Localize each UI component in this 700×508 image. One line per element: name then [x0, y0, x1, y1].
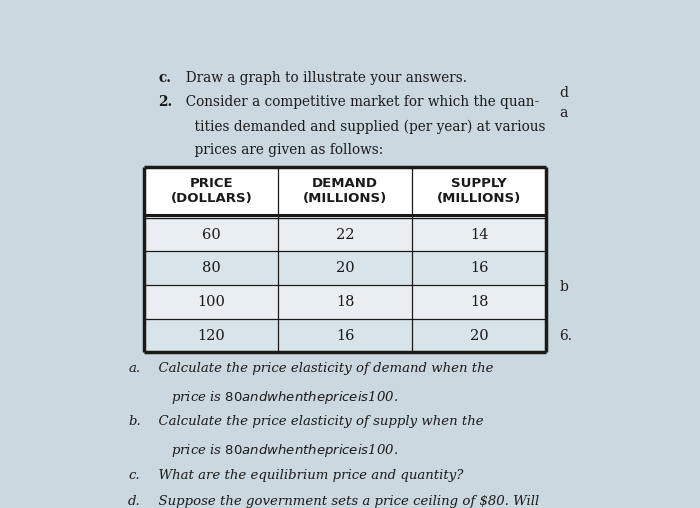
- Text: price is $80 and when the price is $100.: price is $80 and when the price is $100.: [150, 389, 398, 406]
- Text: 22: 22: [336, 228, 354, 242]
- Text: d.: d.: [128, 495, 141, 508]
- Text: 80: 80: [202, 261, 220, 275]
- Text: Draw a graph to illustrate your answers.: Draw a graph to illustrate your answers.: [177, 71, 467, 85]
- Bar: [144, 285, 546, 319]
- Text: Calculate the price elasticity of supply when the: Calculate the price elasticity of supply…: [150, 416, 484, 428]
- Bar: [144, 218, 546, 251]
- Text: 14: 14: [470, 228, 488, 242]
- Text: c.: c.: [158, 71, 171, 85]
- Text: b.: b.: [128, 416, 141, 428]
- Text: a: a: [559, 106, 568, 120]
- Text: 16: 16: [336, 329, 354, 342]
- Text: 60: 60: [202, 228, 220, 242]
- Text: 18: 18: [470, 295, 489, 309]
- Text: SUPPLY
(MILLIONS): SUPPLY (MILLIONS): [437, 177, 521, 205]
- Text: What are the equilibrium price and quantity?: What are the equilibrium price and quant…: [150, 468, 463, 482]
- Text: tities demanded and supplied (per year) at various: tities demanded and supplied (per year) …: [177, 119, 545, 134]
- Bar: [144, 251, 546, 285]
- Text: a.: a.: [128, 362, 140, 375]
- Text: 16: 16: [470, 261, 489, 275]
- Text: 100: 100: [197, 295, 225, 309]
- Text: 6.: 6.: [559, 329, 573, 343]
- Bar: [144, 167, 546, 353]
- Text: DEMAND
(MILLIONS): DEMAND (MILLIONS): [303, 177, 387, 205]
- Text: Suppose the government sets a price ceiling of $80. Will: Suppose the government sets a price ceil…: [150, 495, 539, 508]
- Text: c.: c.: [128, 468, 140, 482]
- Text: 20: 20: [336, 261, 354, 275]
- Text: Consider a competitive market for which the quan-: Consider a competitive market for which …: [177, 95, 539, 109]
- Text: Calculate the price elasticity of demand when the: Calculate the price elasticity of demand…: [150, 362, 494, 375]
- Text: 2.: 2.: [158, 95, 172, 109]
- Text: 18: 18: [336, 295, 354, 309]
- Text: price is $80 and when the price is $100.: price is $80 and when the price is $100.: [150, 442, 398, 459]
- Bar: [144, 319, 546, 353]
- Text: PRICE
(DOLLARS): PRICE (DOLLARS): [171, 177, 252, 205]
- Text: prices are given as follows:: prices are given as follows:: [177, 143, 384, 157]
- Text: 20: 20: [470, 329, 489, 342]
- Text: 120: 120: [197, 329, 225, 342]
- Text: b: b: [559, 280, 568, 294]
- Text: d: d: [559, 86, 568, 101]
